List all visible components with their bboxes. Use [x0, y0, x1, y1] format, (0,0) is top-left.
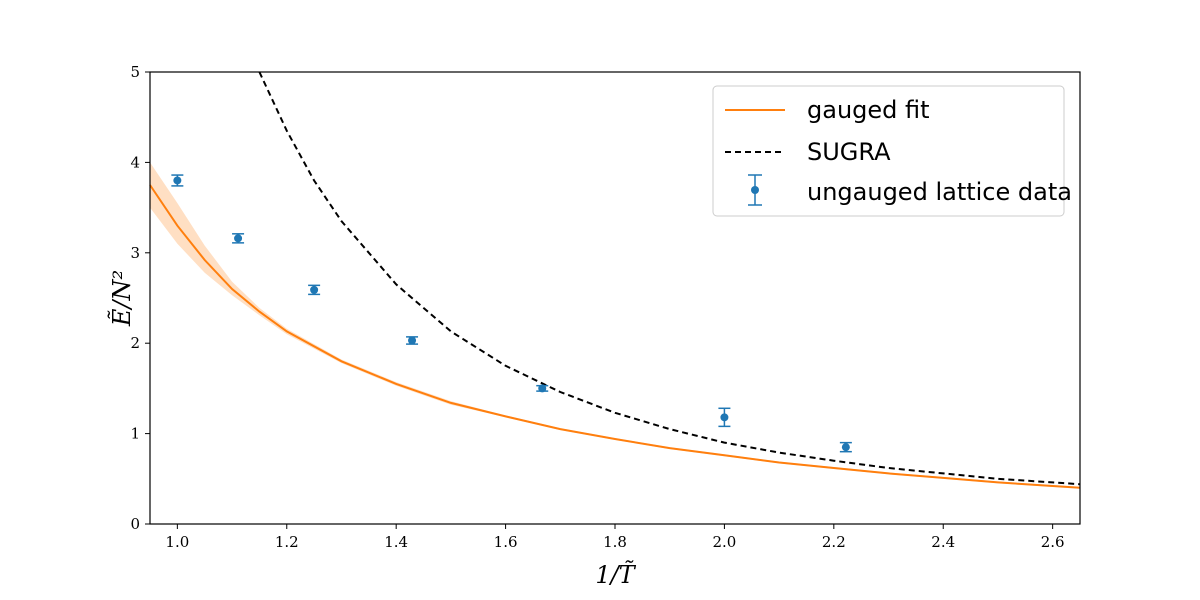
x-tick-label: 1.0 [165, 533, 189, 551]
data-point [841, 443, 850, 452]
x-tick-label: 2.6 [1041, 533, 1065, 551]
data-point [408, 336, 417, 345]
y-tick-label: 3 [130, 244, 140, 262]
y-axis-ticks: 0 1 2 3 4 5 [130, 63, 150, 533]
x-tick-label: 2.2 [822, 533, 846, 551]
data-point [234, 234, 243, 243]
data-point [310, 285, 319, 294]
x-tick-label: 2.4 [931, 533, 955, 551]
point-layer [171, 174, 852, 453]
y-tick-label: 1 [130, 425, 140, 443]
x-axis-ticks: 1.0 1.2 1.4 1.6 1.8 2.0 2.2 2.4 2.6 [165, 524, 1065, 551]
y-axis-label: Ẽ/N² [107, 270, 136, 327]
legend-label-gauged-fit: gauged fit [807, 96, 930, 124]
legend-label-lattice-data: ungauged lattice data [807, 178, 1072, 206]
legend-label-sugra: SUGRA [807, 138, 891, 166]
x-tick-label: 1.8 [603, 533, 627, 551]
x-tick-label: 1.2 [275, 533, 299, 551]
legend-swatch-lattice-data [748, 174, 762, 206]
legend: gauged fit SUGRA ungauged lattice data [712, 85, 1072, 217]
y-tick-label: 2 [130, 334, 140, 352]
data-point [720, 413, 729, 422]
series-0-line [149, 184, 1081, 489]
series-1-line [258, 71, 1081, 486]
legend-box [712, 85, 1065, 217]
x-tick-label: 1.4 [384, 533, 408, 551]
data-point [173, 176, 182, 185]
y-tick-label: 4 [130, 153, 140, 171]
x-tick-label: 2.0 [712, 533, 736, 551]
x-tick-label: 1.6 [494, 533, 518, 551]
data-point [538, 384, 547, 393]
y-tick-label: 5 [130, 63, 140, 81]
line-layer [149, 71, 1081, 489]
x-axis-label: 1/T̃ [595, 561, 636, 589]
y-tick-label: 0 [130, 515, 140, 533]
